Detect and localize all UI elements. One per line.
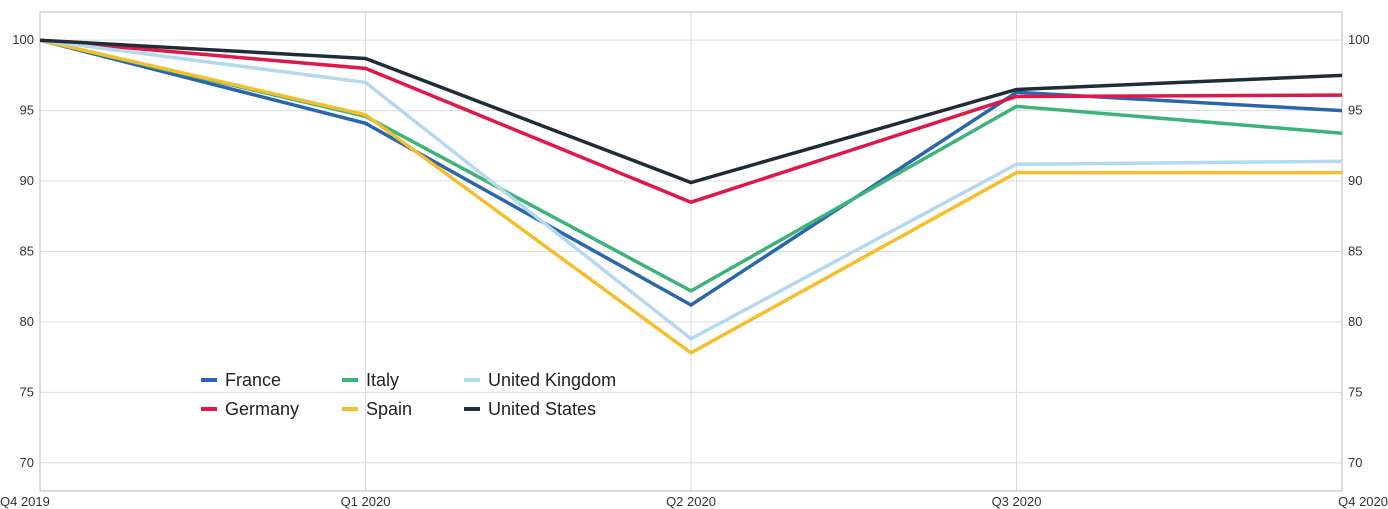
y-tick-label-left: 95: [20, 103, 34, 118]
series-line-germany: [39, 38, 1343, 205]
y-tick-label-left: 70: [20, 455, 34, 470]
y-tick-label-left: 80: [20, 314, 34, 329]
series-lines: [39, 38, 1343, 355]
y-tick-label-right: 100: [1348, 32, 1370, 47]
series-line-france: [39, 38, 1343, 308]
x-tick-label: Q4 2019: [0, 494, 50, 509]
legend: France Germany Italy Spain United Kingdom Uni…: [201, 370, 616, 419]
y-tick-label-right: 95: [1348, 103, 1362, 118]
y-tick-label-right: 80: [1348, 314, 1362, 329]
plot-border: [39, 11, 1343, 492]
series-line-united-kingdom: [39, 38, 1343, 341]
y-tick-label-right: 75: [1348, 384, 1362, 399]
legend-label-united-states: United States: [488, 399, 596, 419]
x-tick-label: Q3 2020: [992, 494, 1042, 509]
x-tick-label: Q1 2020: [341, 494, 391, 509]
series-line-spain: [39, 38, 1342, 355]
y-tick-label-left: 90: [20, 173, 34, 188]
legend-label-italy: Italy: [366, 370, 399, 390]
legend-label-germany: Germany: [225, 399, 299, 419]
series-line-united-states: [39, 38, 1343, 185]
y-tick-label-right: 90: [1348, 173, 1362, 188]
y-tick-label-left: 85: [20, 244, 34, 259]
tick-labels: 70 70 75 75 80 80 85 85 90 90 95 95 100 100 Q4 2019 Q1 …: [0, 32, 1388, 509]
legend-label-united-kingdom: United Kingdom: [488, 370, 616, 390]
x-tick-label: Q2 2020: [666, 494, 716, 509]
y-tick-label-left: 100: [12, 32, 34, 47]
legend-label-france: France: [225, 370, 281, 390]
plot-frame: [39, 11, 1343, 492]
legend-label-spain: Spain: [366, 399, 412, 419]
y-tick-label-left: 75: [20, 384, 34, 399]
y-tick-label-right: 85: [1348, 244, 1362, 259]
y-tick-label-right: 70: [1348, 455, 1362, 470]
x-tick-label: Q4 2020: [1338, 494, 1388, 509]
